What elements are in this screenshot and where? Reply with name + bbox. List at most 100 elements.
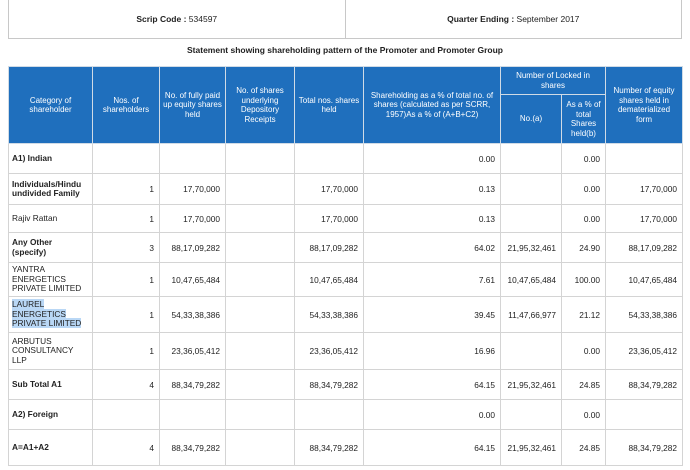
cell-total-shares [294,143,364,174]
cell-shareholding-pct: 0.00 [363,399,501,430]
cell-holders: 1 [92,173,160,205]
cell-holders [92,143,160,174]
cell-locked-pct: 21.12 [561,296,606,333]
cell-total-shares: 17,70,000 [294,204,364,233]
cell-holders: 1 [92,296,160,333]
cell-demat [605,399,683,430]
cell-category: A1) Indian [8,143,93,174]
table-row: LAUREL ENERGETICS PRIVATE LIMITED 1 54,33,… [8,296,683,333]
cell-holders: 1 [92,262,160,297]
cell-shareholding-pct: 16.96 [363,332,501,370]
shareholding-table: Category of shareholder Nos. of sharehol… [8,66,683,466]
cell-fully-paid [159,143,226,174]
table-row: A=A1+A2 4 88,34,79,282 88,34,79,282 64.15 21,… [8,429,683,466]
category-text: LAUREL ENERGETICS PRIVATE LIMITED [12,299,82,329]
col-locked-group: Number of Locked in shares [500,66,606,95]
cell-underlying-dr [225,173,295,205]
table-row: A2) Foreign 0.00 0.00 [8,399,683,430]
cell-total-shares: 17,70,000 [294,173,364,205]
table-row: ARBUTUS CONSULTANCY LLP 1 23,36,05,412 23,3… [8,332,683,370]
cell-demat: 88,34,79,282 [605,369,683,400]
table-row: YANTRA ENERGETICS PRIVATE LIMITED 1 10,47,… [8,262,683,297]
scrip-code-label: Scrip Code : [136,14,187,24]
cell-total-shares: 23,36,05,412 [294,332,364,370]
category-text: A=A1+A2 [12,441,49,452]
table-row: Any Other (specify) 3 88,17,09,282 88,17,09… [8,232,683,263]
cell-total-shares: 88,17,09,282 [294,232,364,263]
cell-locked-pct: 24.90 [561,232,606,263]
cell-fully-paid: 88,17,09,282 [159,232,226,263]
cell-locked-pct: 0.00 [561,143,606,174]
col-locked-no: No.(a) [500,94,562,144]
cell-total-shares: 88,34,79,282 [294,429,364,466]
cell-holders: 4 [92,429,160,466]
cell-locked-pct: 0.00 [561,399,606,430]
category-text: Any Other (specify) [12,237,53,257]
cell-demat: 54,33,38,386 [605,296,683,333]
cell-locked-no [500,332,562,370]
cell-demat: 17,70,000 [605,173,683,205]
col-shareholding-pct: Shareholding as a % of total no. of shar… [363,66,501,144]
cell-shareholding-pct: 0.13 [363,204,501,233]
cell-shareholding-pct: 64.15 [363,369,501,400]
cell-underlying-dr [225,296,295,333]
cell-shareholding-pct: 0.00 [363,143,501,174]
cell-underlying-dr [225,232,295,263]
cell-fully-paid: 54,33,38,386 [159,296,226,333]
statement-title: Statement showing shareholding pattern o… [187,45,503,55]
cell-locked-no [500,173,562,205]
scrip-code-value: 534597 [188,14,218,24]
category-text: Sub Total A1 [12,378,62,389]
category-text: ARBUTUS CONSULTANCY LLP [12,335,74,365]
cell-demat: 88,17,09,282 [605,232,683,263]
category-text: A2) Foreign [12,408,59,419]
cell-shareholding-pct: 64.15 [363,429,501,466]
cell-fully-paid: 88,34,79,282 [159,369,226,400]
cell-locked-no: 21,95,32,461 [500,429,562,466]
table-row: Sub Total A1 4 88,34,79,282 88,34,79,282 64.… [8,369,683,400]
cell-category: A2) Foreign [8,399,93,430]
quarter-ending-value: September 2017 [516,14,580,24]
cell-underlying-dr [225,399,295,430]
cell-category: Individuals/Hindu undivided Family [8,173,93,205]
cell-category: LAUREL ENERGETICS PRIVATE LIMITED [8,296,93,333]
cell-fully-paid [159,399,226,430]
cell-underlying-dr [225,143,295,174]
col-underlying-dr: No. of shares underlying Depository Rece… [225,66,295,144]
cell-fully-paid: 88,34,79,282 [159,429,226,466]
cell-shareholding-pct: 39.45 [363,296,501,333]
col-fully-paid: No. of fully paid up equity shares held [159,66,226,144]
cell-fully-paid: 17,70,000 [159,204,226,233]
cell-shareholding-pct: 64.02 [363,232,501,263]
cell-locked-no: 21,95,32,461 [500,369,562,400]
cell-holders [92,399,160,430]
cell-locked-pct: 0.00 [561,332,606,370]
scrip-code-cell: Scrip Code : 534597 [9,0,345,38]
cell-category: Rajiv Rattan [8,204,93,233]
cell-underlying-dr [225,262,295,297]
cell-underlying-dr [225,369,295,400]
cell-fully-paid: 17,70,000 [159,173,226,205]
cell-demat: 10,47,65,484 [605,262,683,297]
cell-category: Sub Total A1 [8,369,93,400]
category-text: YANTRA ENERGETICS PRIVATE LIMITED [12,264,82,294]
cell-shareholding-pct: 7.61 [363,262,501,297]
col-locked-pct: As a % of total Shares held(b) [561,94,606,144]
cell-category: Any Other (specify) [8,232,93,263]
table-row: Individuals/Hindu undivided Family 1 17,70… [8,173,683,205]
col-nos-shareholders: Nos. of shareholders [92,66,160,144]
cell-locked-pct: 24.85 [561,429,606,466]
cell-holders: 3 [92,232,160,263]
cell-locked-pct: 100.00 [561,262,606,297]
cell-category: ARBUTUS CONSULTANCY LLP [8,332,93,370]
cell-holders: 1 [92,204,160,233]
col-category: Category of shareholder [8,66,93,144]
quarter-ending-label: Quarter Ending : [447,14,515,24]
cell-holders: 4 [92,369,160,400]
category-text: Individuals/Hindu undivided Family [12,178,82,198]
cell-category: A=A1+A2 [8,429,93,466]
category-text: A1) Indian [12,152,53,163]
table-row: Rajiv Rattan 1 17,70,000 17,70,000 0.13 0.00 1… [8,204,683,233]
cell-total-shares: 88,34,79,282 [294,369,364,400]
cell-locked-pct: 24.85 [561,369,606,400]
